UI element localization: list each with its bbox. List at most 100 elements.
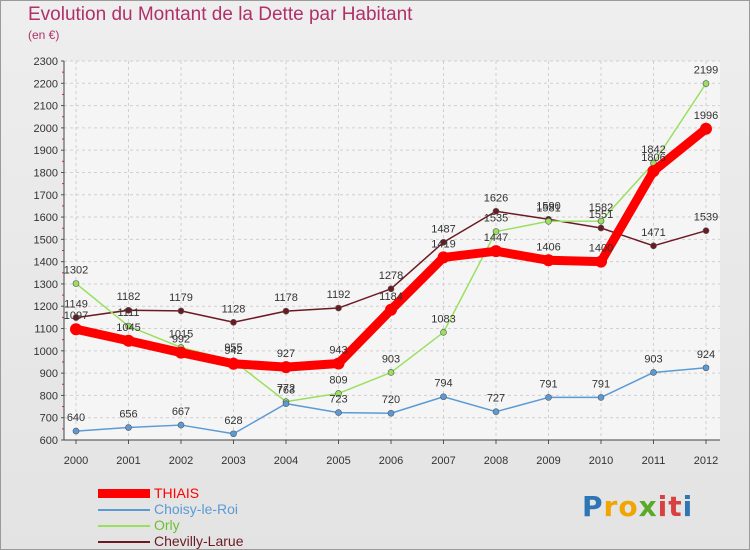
data-label-chevilly-larue: 1182	[117, 291, 141, 303]
data-label-orly: 1083	[431, 313, 455, 325]
data-point-chevilly-larue	[72, 314, 80, 321]
data-label-thiais: 1045	[116, 322, 140, 334]
data-labels: 1149 1182 1179 1128 1178 1192 1278 1487 1626 1590…	[64, 65, 718, 427]
data-point-thiais	[490, 245, 502, 258]
data-label-orly: 1015	[169, 328, 193, 340]
logo-letter: o	[618, 490, 639, 523]
data-label-thiais: 943	[329, 345, 347, 357]
tick-label-x: 2004	[274, 455, 298, 467]
legend-label: Orly	[154, 517, 180, 533]
logo-letter: i	[657, 490, 669, 523]
data-label-choisy-le-roi: 903	[644, 353, 662, 365]
data-point-thiais	[595, 255, 607, 268]
legend-swatch	[98, 489, 150, 498]
data-point-orly	[702, 80, 710, 87]
grid	[64, 60, 720, 441]
data-point-thiais	[542, 254, 555, 267]
data-label-orly: 1111	[117, 307, 139, 319]
data-point-chevilly-larue	[650, 242, 657, 250]
data-label-thiais: 992	[172, 334, 190, 346]
tick-label-y: 1900	[34, 145, 58, 157]
tick-label-y: 1700	[34, 190, 58, 202]
data-label-thiais: 1097	[64, 310, 88, 322]
data-point-orly	[387, 369, 395, 376]
data-label-orly: 1302	[64, 264, 88, 276]
data-point-choisy-le-roi	[440, 393, 447, 401]
tick-label-y: 1500	[34, 234, 58, 246]
tick-label-y: 1300	[34, 279, 58, 291]
data-label-thiais: 1400	[589, 243, 613, 255]
data-point-choisy-le-roi	[650, 369, 657, 376]
data-point-thiais	[385, 303, 397, 316]
tick-label-x: 2010	[589, 455, 613, 467]
data-point-chevilly-larue	[335, 304, 342, 312]
tick-label-x: 2001	[116, 455, 140, 467]
tick-label-y: 900	[40, 368, 58, 380]
data-label-orly: 1581	[536, 202, 560, 214]
data-label-chevilly-larue: 1551	[589, 209, 613, 221]
data-point-choisy-le-roi	[545, 394, 552, 401]
data-point-orly	[440, 329, 447, 336]
data-point-chevilly-larue	[492, 207, 500, 215]
proxiti-logo: Proxiti	[582, 490, 693, 523]
data-point-thiais	[437, 251, 450, 264]
tick-label-x: 2009	[536, 455, 560, 467]
data-label-chevilly-larue: 1487	[431, 223, 455, 235]
data-label-choisy-le-roi: 628	[224, 415, 242, 427]
tick-label-x: 2000	[64, 455, 88, 467]
legend-label: THIAIS	[154, 485, 200, 501]
tick-label-y: 700	[40, 413, 58, 425]
tick-label-x: 2007	[431, 455, 455, 467]
tick-label-y: 2000	[34, 123, 58, 135]
data-label-choisy-le-roi: 727	[487, 393, 505, 405]
legend-swatch	[98, 525, 150, 527]
data-label-orly: 955	[224, 342, 242, 354]
data-point-chevilly-larue	[440, 238, 447, 246]
logo-letter: i	[682, 490, 694, 523]
logo-letter: r	[603, 490, 619, 523]
tick-label-y: 800	[40, 390, 58, 402]
data-label-chevilly-larue: 1128	[222, 303, 246, 315]
data-label-choisy-le-roi: 720	[382, 394, 400, 406]
data-point-chevilly-larue	[597, 224, 605, 232]
tick-label-y: 1400	[34, 257, 58, 269]
data-point-chevilly-larue	[230, 318, 237, 326]
data-point-orly	[597, 217, 605, 225]
chart-title: Evolution du Montant de la Dette par Hab…	[28, 4, 413, 25]
data-label-thiais: 942	[224, 345, 242, 357]
data-label-orly: 903	[382, 353, 400, 365]
data-point-choisy-le-roi	[72, 427, 80, 435]
data-label-orly: 1535	[484, 213, 508, 225]
data-label-chevilly-larue: 1192	[327, 289, 351, 301]
data-label-chevilly-larue: 1278	[379, 270, 403, 282]
data-label-chevilly-larue: 1471	[641, 227, 665, 239]
data-point-thiais	[70, 323, 82, 336]
data-label-choisy-le-roi: 794	[434, 378, 452, 390]
tick-label-y: 600	[40, 435, 58, 447]
data-label-choisy-le-roi: 763	[277, 385, 295, 397]
data-label-chevilly-larue: 1149	[64, 299, 88, 311]
tick-label-x: 2011	[642, 455, 666, 467]
data-point-thiais	[647, 165, 660, 178]
tick-label-y: 1000	[34, 346, 58, 358]
tick-label-y: 1800	[34, 167, 58, 179]
tick-label-x: 2003	[221, 455, 245, 467]
data-label-choisy-le-roi: 723	[329, 394, 347, 406]
data-point-orly	[335, 390, 342, 397]
data-label-thiais: 1184	[379, 291, 403, 303]
tick-label-y: 2300	[34, 56, 58, 68]
data-label-thiais: 1996	[694, 110, 718, 122]
data-label-chevilly-larue: 1179	[169, 292, 193, 304]
data-point-thiais	[227, 357, 240, 370]
tick-label-y: 1100	[34, 324, 58, 336]
tick-label-x: 2005	[326, 455, 350, 467]
tick-label-y: 2100	[34, 101, 58, 113]
data-label-choisy-le-roi: 667	[172, 406, 190, 418]
legend-swatch	[98, 509, 150, 511]
data-point-chevilly-larue	[387, 285, 395, 293]
data-label-orly: 809	[329, 374, 347, 386]
plot-area	[64, 61, 720, 440]
tick-label-x: 2006	[379, 455, 403, 467]
data-point-choisy-le-roi	[492, 408, 500, 415]
